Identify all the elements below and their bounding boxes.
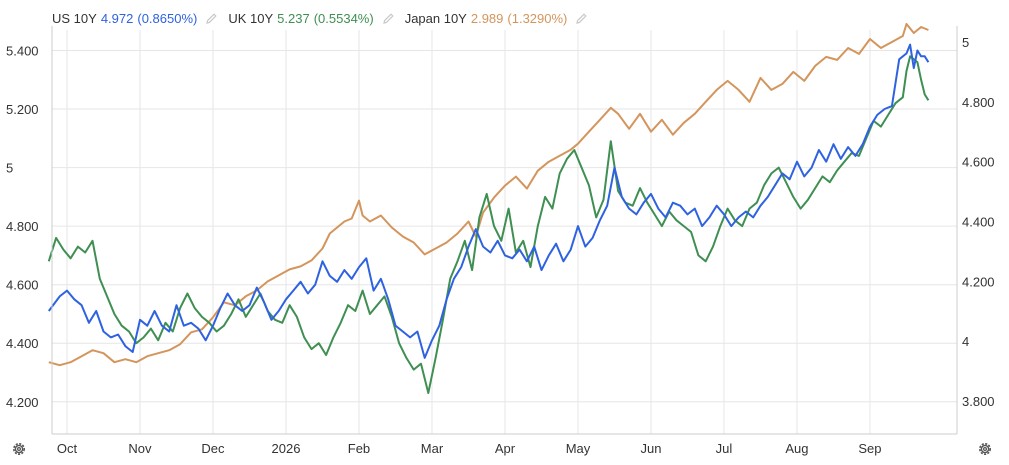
series-line-uk-10y <box>47 55 930 394</box>
y-left-tick-label: 5.200 <box>6 102 39 117</box>
legend-series-value: 5.237 <box>277 10 310 26</box>
series-lines <box>47 23 930 394</box>
series-line-us-10y <box>47 43 930 359</box>
legend-series-name: US 10Y <box>52 10 97 26</box>
x-tick-label: Dec <box>201 441 225 456</box>
y-left-tick-label: 4.200 <box>6 395 39 410</box>
x-tick-label: 2026 <box>272 441 301 456</box>
x-tick-label: Nov <box>128 441 152 456</box>
y-left-tick-label: 5.400 <box>6 43 39 58</box>
y-right-tick-label: 4.600 <box>962 155 995 170</box>
legend-series-name: Japan 10Y <box>404 10 467 26</box>
x-tick-label: Aug <box>785 441 808 456</box>
legend-series-change: (1.3290%) <box>507 10 568 26</box>
y-right-tick-label: 4.400 <box>962 215 995 230</box>
legend-series-value: 2.989 <box>470 10 504 26</box>
y-right-tick-label: 5 <box>962 35 969 50</box>
x-tick-label: Jul <box>716 441 733 456</box>
pencil-icon[interactable] <box>382 12 395 25</box>
legend-item-japan-10y[interactable]: Japan 10Y 2.989 (1.3290%) <box>405 11 589 26</box>
y-left-tick-label: 4.800 <box>6 219 39 234</box>
y-left-tick-label: 5 <box>6 161 13 176</box>
x-tick-label: Apr <box>495 441 516 456</box>
legend-series-name: UK 10Y <box>228 10 274 26</box>
legend-item-uk-10y[interactable]: UK 10Y 5.237 (0.5534%) <box>228 11 394 26</box>
legend-series-change: (0.5534%) <box>313 10 374 26</box>
y-left-tick-label: 4.400 <box>6 336 39 351</box>
chart-legend: US 10Y 4.972 (0.8650%) UK 10Y 5.237 (0.5… <box>52 9 598 27</box>
legend-item-us-10y[interactable]: US 10Y 4.972 (0.8650%) <box>52 11 218 26</box>
y-right-tick-label: 4.200 <box>962 274 995 289</box>
y-right-tick-label: 4 <box>962 334 969 349</box>
x-tick-label: May <box>566 441 591 456</box>
grid-lines <box>52 30 957 434</box>
gear-icon[interactable] <box>977 441 993 457</box>
pencil-icon[interactable] <box>575 12 588 25</box>
x-tick-label: Feb <box>348 441 370 456</box>
y-right-tick-label: 4.800 <box>962 95 995 110</box>
y-left-tick-label: 4.600 <box>6 278 39 293</box>
gear-icon[interactable] <box>11 441 27 457</box>
series-line-japan-10y <box>48 23 929 367</box>
x-tick-label: Oct <box>57 441 78 456</box>
legend-series-change: (0.8650%) <box>137 10 198 26</box>
legend-series-value: 4.972 <box>100 10 134 26</box>
x-tick-label: Mar <box>421 441 444 456</box>
pencil-icon[interactable] <box>205 12 218 25</box>
y-right-tick-label: 3.800 <box>962 394 995 409</box>
axes: 4.200 4.400 4.600 4.800 5 5.200 5.400 3.800 4 4.2… <box>6 26 995 456</box>
x-tick-label: Sep <box>858 441 881 456</box>
x-tick-label: Jun <box>640 441 661 456</box>
